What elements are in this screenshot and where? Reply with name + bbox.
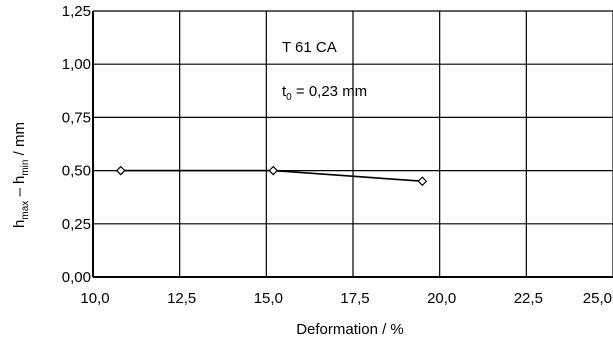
y-axis-label-sub-min: min: [20, 160, 31, 176]
x-axis-label: Deformation / %: [296, 321, 404, 338]
data-point-0-1: [268, 165, 279, 176]
y-tick-label-5: 1,25: [62, 3, 91, 20]
y-tick-label-4: 1,00: [62, 56, 91, 73]
data-point-0-0: [115, 165, 126, 176]
plot-frame: [92, 11, 613, 278]
x-tick-label-6: 25,0: [583, 290, 612, 307]
annotation-thickness-sub: 0: [286, 92, 292, 103]
y-tick-label-3: 0,75: [62, 109, 91, 126]
x-tick-label-5: 22,5: [514, 290, 543, 307]
data-point-0-2: [417, 176, 428, 187]
y-axis-label: hmax – hmin / mm: [11, 122, 31, 228]
grid: [92, 10, 613, 278]
y-tick-label-0: 0,00: [62, 269, 91, 286]
x-tick-label-1: 12,5: [167, 290, 196, 307]
x-tick-labels: 10,0 12,5 15,0 17,5 20,0 22,5 25,0: [80, 290, 612, 307]
x-tick-label-2: 15,0: [254, 290, 283, 307]
x-tick-label-0: 10,0: [80, 290, 109, 307]
y-tick-label-2: 0,50: [62, 163, 91, 180]
y-axis-label-sub-max: max: [20, 201, 31, 220]
annotation-material: T 61 CA: [282, 39, 337, 56]
x-tick-label-4: 20,0: [427, 290, 456, 307]
annotation-thickness: t0 = 0,23 mm: [282, 83, 367, 103]
y-tick-labels: 0,00 0,25 0,50 0,75 1,00 1,25: [62, 3, 91, 286]
x-tick-label-3: 17,5: [340, 290, 369, 307]
y-tick-label-1: 0,25: [62, 216, 91, 233]
series-group: [115, 165, 428, 187]
